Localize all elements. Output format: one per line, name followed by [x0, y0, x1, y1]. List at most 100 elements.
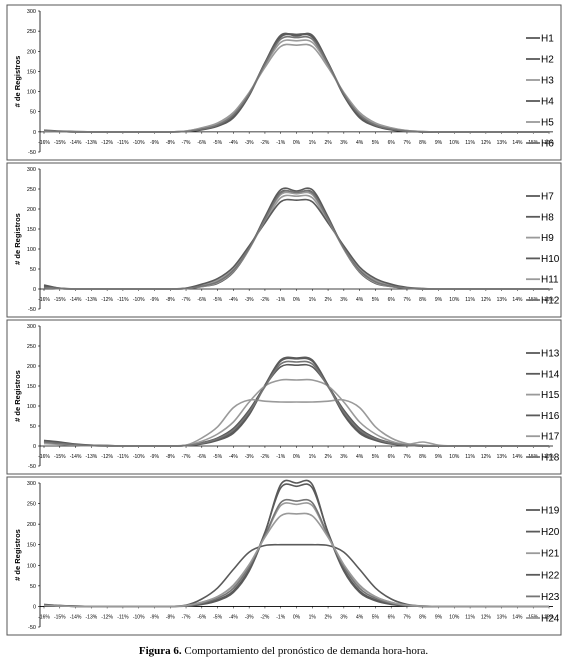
- x-tick-label: -1%: [276, 614, 285, 620]
- x-tick-label: 0%: [293, 140, 301, 146]
- legend-label: H20: [541, 527, 560, 538]
- x-tick-label: 10%: [449, 614, 460, 620]
- x-tick-label: 2%: [324, 140, 332, 146]
- y-axis-label: # de Registros: [13, 56, 22, 108]
- y-tick-label: 150: [27, 384, 36, 390]
- series-line-h12: [43, 189, 549, 290]
- x-tick-label: -2%: [260, 297, 269, 303]
- x-tick-label: -16%: [38, 454, 50, 460]
- x-tick-label: 13%: [497, 614, 508, 620]
- legend-label: H2: [541, 55, 554, 66]
- legend-label: H15: [541, 390, 560, 401]
- x-tick-label: -6%: [197, 454, 206, 460]
- x-tick-label: 14%: [512, 140, 523, 146]
- x-tick-label: -6%: [197, 297, 206, 303]
- legend-label: H24: [541, 614, 560, 625]
- x-tick-label: -13%: [86, 614, 98, 620]
- y-tick-label: 100: [27, 90, 36, 96]
- x-tick-label: -13%: [86, 454, 98, 460]
- y-tick-label: 0: [33, 287, 36, 293]
- y-tick-label: -50: [28, 464, 36, 470]
- x-tick-label: 7%: [403, 454, 411, 460]
- x-tick-label: -16%: [38, 140, 50, 146]
- x-tick-label: -8%: [166, 614, 175, 620]
- x-tick-label: 1%: [309, 297, 317, 303]
- panel-frame: [6, 4, 562, 161]
- x-tick-label: -13%: [86, 140, 98, 146]
- x-tick-label: 8%: [419, 454, 427, 460]
- x-tick-label: 5%: [372, 614, 380, 620]
- x-tick-label: 13%: [497, 297, 508, 303]
- x-tick-label: -3%: [245, 140, 254, 146]
- x-tick-label: 5%: [372, 454, 380, 460]
- x-tick-label: -10%: [133, 140, 145, 146]
- x-tick-label: -15%: [54, 297, 66, 303]
- x-tick-label: -6%: [197, 140, 206, 146]
- x-tick-label: 13%: [497, 140, 508, 146]
- x-tick-label: 2%: [324, 614, 332, 620]
- x-tick-label: -11%: [117, 297, 129, 303]
- series-line-h6: [43, 35, 549, 133]
- x-tick-label: 9%: [435, 614, 443, 620]
- y-tick-label: 50: [30, 267, 36, 273]
- y-tick-label: -50: [28, 307, 36, 313]
- legend-label: H13: [541, 349, 560, 360]
- y-tick-label: 100: [27, 404, 36, 410]
- x-tick-label: -10%: [133, 454, 145, 460]
- x-tick-label: -3%: [245, 297, 254, 303]
- legend-label: H1: [541, 34, 554, 45]
- series-line-h18: [43, 360, 549, 447]
- x-tick-label: 9%: [435, 454, 443, 460]
- x-tick-label: -16%: [38, 614, 50, 620]
- legend-label: H4: [541, 97, 554, 108]
- x-tick-label: -12%: [101, 454, 113, 460]
- figure-caption: Figura 6. Comportamiento del pronóstico …: [0, 645, 567, 657]
- x-tick-label: 4%: [356, 614, 364, 620]
- x-tick-label: 1%: [309, 454, 317, 460]
- x-tick-label: 6%: [388, 297, 396, 303]
- y-tick-label: 150: [27, 543, 36, 549]
- x-tick-label: 2%: [324, 454, 332, 460]
- x-tick-label: -15%: [54, 454, 66, 460]
- y-tick-label: 250: [27, 344, 36, 350]
- x-tick-label: -12%: [101, 140, 113, 146]
- x-tick-label: -11%: [117, 140, 129, 146]
- x-tick-label: -12%: [101, 614, 113, 620]
- x-tick-label: 13%: [497, 454, 508, 460]
- x-tick-label: -3%: [245, 614, 254, 620]
- y-tick-label: 100: [27, 563, 36, 569]
- x-tick-label: 6%: [388, 614, 396, 620]
- x-tick-label: 0%: [293, 454, 301, 460]
- series-line-h24: [43, 512, 549, 608]
- x-tick-label: -6%: [197, 614, 206, 620]
- x-tick-label: -5%: [213, 140, 222, 146]
- x-tick-label: 10%: [449, 140, 460, 146]
- x-tick-label: -14%: [70, 297, 82, 303]
- y-tick-label: 300: [27, 324, 36, 330]
- x-tick-label: 8%: [419, 614, 427, 620]
- x-tick-label: 11%: [465, 297, 475, 303]
- y-tick-label: 0: [33, 130, 36, 136]
- y-axis-label: # de Registros: [13, 370, 22, 422]
- x-tick-label: -11%: [117, 454, 129, 460]
- legend-label: H17: [541, 432, 560, 443]
- x-tick-label: -2%: [260, 454, 269, 460]
- x-tick-label: -1%: [276, 140, 285, 146]
- x-tick-label: -13%: [86, 297, 98, 303]
- x-tick-label: -7%: [182, 454, 191, 460]
- x-tick-label: 16%: [544, 614, 555, 620]
- legend-label: H7: [541, 192, 554, 203]
- x-tick-label: -7%: [182, 614, 191, 620]
- x-tick-label: 0%: [293, 614, 301, 620]
- x-tick-label: -4%: [229, 614, 238, 620]
- y-tick-label: 200: [27, 49, 36, 55]
- x-tick-label: -8%: [166, 140, 175, 146]
- x-tick-label: 6%: [388, 454, 396, 460]
- x-tick-label: 4%: [356, 297, 364, 303]
- x-tick-label: -15%: [54, 614, 66, 620]
- x-tick-label: -9%: [150, 140, 159, 146]
- x-tick-label: 3%: [340, 297, 348, 303]
